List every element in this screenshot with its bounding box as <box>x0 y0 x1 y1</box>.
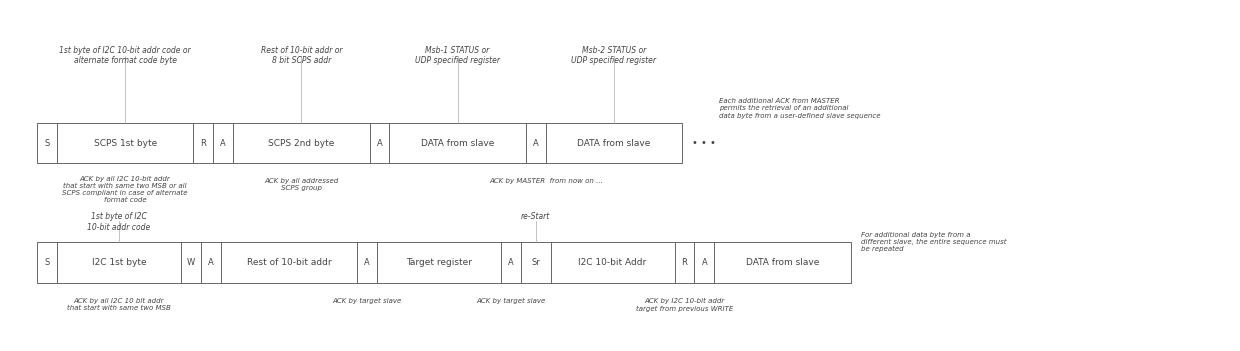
Text: I2C 1st byte: I2C 1st byte <box>92 258 146 267</box>
Text: R: R <box>682 258 687 267</box>
Text: SCPS 1st byte: SCPS 1st byte <box>93 139 157 147</box>
Bar <box>521 242 551 283</box>
Bar <box>233 123 370 163</box>
Text: Rest of 10-bit addr: Rest of 10-bit addr <box>247 258 331 267</box>
Text: ACK by target slave: ACK by target slave <box>332 298 402 304</box>
Text: W: W <box>187 258 195 267</box>
Bar <box>546 123 682 163</box>
Bar <box>57 242 181 283</box>
Text: S: S <box>45 258 50 267</box>
Text: DATA from slave: DATA from slave <box>745 258 820 267</box>
Text: ACK by all addressed
SCPS group: ACK by all addressed SCPS group <box>264 178 339 191</box>
Bar <box>714 242 851 283</box>
Text: A: A <box>221 139 226 147</box>
Text: Each additional ACK from MASTER
permits the retrieval of an additional
data byte: Each additional ACK from MASTER permits … <box>719 98 880 119</box>
Text: Rest of 10-bit addr or
8 bit SCPS addr: Rest of 10-bit addr or 8 bit SCPS addr <box>260 46 342 65</box>
Text: ACK by MASTER  from now on ...: ACK by MASTER from now on ... <box>490 178 604 184</box>
Text: A: A <box>377 139 382 147</box>
Text: Sr: Sr <box>531 258 541 267</box>
Bar <box>377 242 501 283</box>
Text: I2C 10-bit Addr: I2C 10-bit Addr <box>578 258 647 267</box>
Bar <box>221 242 357 283</box>
Bar <box>357 242 377 283</box>
Text: ACK by I2C 10-bit addr
target from previous WRITE: ACK by I2C 10-bit addr target from previ… <box>636 298 733 312</box>
Text: A: A <box>533 139 538 147</box>
Bar <box>201 242 221 283</box>
Text: ACK by all I2C 10-bit addr
that start with same two MSB or all
SCPS compliant in: ACK by all I2C 10-bit addr that start wi… <box>62 176 188 203</box>
Bar <box>389 123 526 163</box>
Bar <box>675 242 694 283</box>
Bar <box>370 123 389 163</box>
Text: DATA from slave: DATA from slave <box>577 139 651 147</box>
Text: Msb-2 STATUS or
UDP specified register: Msb-2 STATUS or UDP specified register <box>572 46 656 65</box>
Text: A: A <box>702 258 707 267</box>
Bar <box>37 123 57 163</box>
Text: 1st byte of I2C 10-bit addr code or
alternate format code byte: 1st byte of I2C 10-bit addr code or alte… <box>60 46 191 65</box>
Bar <box>57 123 193 163</box>
Text: Target register: Target register <box>405 258 472 267</box>
Text: 1st byte of I2C
10-bit addr code: 1st byte of I2C 10-bit addr code <box>87 212 151 232</box>
Text: A: A <box>365 258 370 267</box>
Text: • • •: • • • <box>692 138 715 148</box>
Text: SCPS 2nd byte: SCPS 2nd byte <box>268 139 335 147</box>
Bar <box>213 123 233 163</box>
Text: A: A <box>508 258 513 267</box>
Text: re-Start: re-Start <box>521 212 551 221</box>
Text: R: R <box>201 139 206 147</box>
Bar <box>694 242 714 283</box>
Text: DATA from slave: DATA from slave <box>420 139 495 147</box>
Text: ACK by all I2C 10 bit addr
that start with same two MSB: ACK by all I2C 10 bit addr that start wi… <box>67 298 171 311</box>
Text: Msb-1 STATUS or
UDP specified register: Msb-1 STATUS or UDP specified register <box>415 46 500 65</box>
Bar <box>526 123 546 163</box>
Bar <box>193 123 213 163</box>
Text: For additional data byte from a
different slave, the entire sequence must
be rep: For additional data byte from a differen… <box>861 232 1006 252</box>
Bar <box>37 242 57 283</box>
Text: A: A <box>208 258 213 267</box>
Text: S: S <box>45 139 50 147</box>
Bar <box>181 242 201 283</box>
Bar <box>501 242 521 283</box>
Bar <box>551 242 675 283</box>
Text: ACK by target slave: ACK by target slave <box>476 298 546 304</box>
